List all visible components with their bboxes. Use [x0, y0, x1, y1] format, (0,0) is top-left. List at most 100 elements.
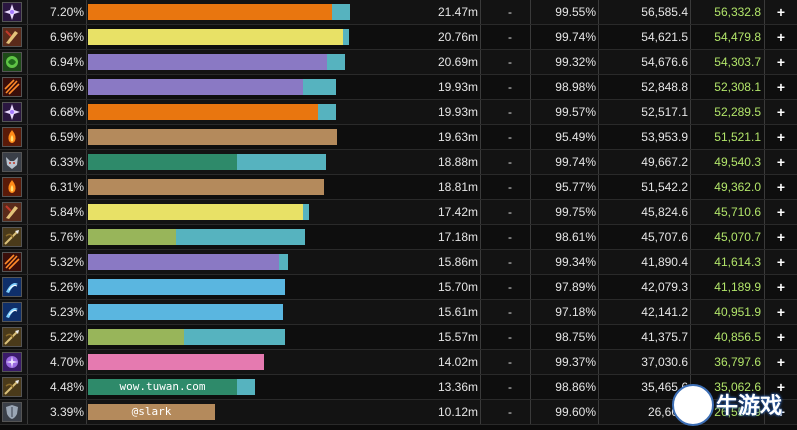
table-row[interactable]: 6.69% 19.93m - 98.98% 52,848.8 52,308.1 + [0, 75, 797, 100]
column-divider [480, 300, 481, 324]
table-row[interactable]: 6.33% 18.88m - 99.74% 49,667.2 49,540.3 + [0, 150, 797, 175]
accuracy-value: 95.77% [555, 180, 596, 194]
table-row[interactable]: 4.48% wow.tuwan.com 13.36m - 98.86% 35,465.6 3… [0, 375, 797, 400]
expand-button[interactable]: + [776, 29, 786, 45]
table-row[interactable]: 5.22% 15.57m - 98.75% 41,375.7 40,856.5 + [0, 325, 797, 350]
expand-button[interactable]: + [776, 4, 786, 20]
hunter-icon [2, 327, 22, 347]
table-row[interactable]: 5.84% 17.42m - 99.75% 45,824.6 45,710.6 + [0, 200, 797, 225]
bar-track [88, 104, 388, 120]
primary-bar [88, 354, 264, 370]
primary-bar [88, 79, 303, 95]
bar-track [88, 79, 388, 95]
table-row[interactable]: 3.39% @slark 10.12m - 99.60% 26,661. 26,554.9 + [0, 400, 797, 425]
amount-value: 13.36m [437, 380, 478, 394]
primary-bar [88, 104, 318, 120]
column-divider [598, 125, 599, 149]
column-divider [480, 375, 481, 399]
table-row[interactable]: 5.76% 17.18m - 98.61% 45,707.6 45,070.7 + [0, 225, 797, 250]
table-row[interactable]: 5.26% 15.70m - 97.89% 42,079.3 41,189.9 + [0, 275, 797, 300]
table-row[interactable]: 4.70% 14.02m - 99.37% 37,030.6 36,797.6 + [0, 350, 797, 375]
dash-value: - [508, 280, 512, 294]
expand-button[interactable]: + [776, 379, 786, 395]
column-divider [690, 300, 691, 324]
icon-cell [0, 275, 27, 299]
effective-per-second-value: 45,070.7 [714, 230, 761, 244]
percent-value: 6.94% [49, 55, 84, 69]
table-row[interactable]: 5.23% 15.61m - 97.18% 42,141.2 40,951.9 + [0, 300, 797, 325]
column-divider [598, 175, 599, 199]
per-second-value: 26,661. [647, 405, 688, 419]
column-divider [598, 100, 599, 124]
expand-button[interactable]: + [776, 354, 786, 370]
expand-button[interactable]: + [776, 229, 786, 245]
dash-value: - [508, 130, 512, 144]
dash-value: - [508, 30, 512, 44]
column-divider [480, 325, 481, 349]
column-divider [27, 400, 28, 424]
primary-bar [88, 404, 215, 420]
dash-value: - [508, 255, 512, 269]
column-divider [690, 100, 691, 124]
table-row[interactable]: 6.94% 20.69m - 99.32% 54,676.6 54,303.7 + [0, 50, 797, 75]
table-row[interactable]: 6.59% 19.63m - 95.49% 53,953.9 51,521.1 + [0, 125, 797, 150]
secondary-bar [237, 379, 255, 395]
column-divider [690, 400, 691, 424]
column-divider [27, 25, 28, 49]
expand-button[interactable]: + [776, 54, 786, 70]
expand-button[interactable]: + [776, 154, 786, 170]
expand-button[interactable]: + [776, 179, 786, 195]
expand-button[interactable]: + [776, 79, 786, 95]
column-divider [480, 350, 481, 374]
percent-value: 3.39% [49, 405, 84, 419]
table-row[interactable]: 7.20% 21.47m - 99.55% 56,585.4 56,332.8 + [0, 0, 797, 25]
icon-cell [0, 200, 27, 224]
bar-track [88, 204, 388, 220]
column-divider [690, 175, 691, 199]
accuracy-value: 98.61% [555, 230, 596, 244]
icon-cell [0, 225, 27, 249]
expand-button[interactable]: + [776, 254, 786, 270]
accuracy-value: 99.60% [555, 405, 596, 419]
accuracy-value: 99.75% [555, 205, 596, 219]
expand-button[interactable]: + [776, 404, 786, 420]
amount-value: 10.12m [437, 405, 478, 419]
accuracy-value: 95.49% [555, 130, 596, 144]
expand-button[interactable]: + [776, 329, 786, 345]
table-row[interactable]: 6.96% 20.76m - 99.74% 54,621.5 54,479.8 + [0, 25, 797, 50]
void-icon [2, 2, 22, 22]
expand-button[interactable]: + [776, 279, 786, 295]
frost-icon [2, 302, 22, 322]
dash-value: - [508, 405, 512, 419]
column-divider [764, 125, 765, 149]
expand-button[interactable]: + [776, 304, 786, 320]
column-divider [480, 25, 481, 49]
column-divider [530, 225, 531, 249]
amount-value: 14.02m [437, 355, 478, 369]
column-divider [764, 50, 765, 74]
primary-bar [88, 54, 327, 70]
effective-per-second-value: 49,362.0 [714, 180, 761, 194]
per-second-value: 35,465.6 [641, 380, 688, 394]
table-row[interactable]: 6.68% 19.93m - 99.57% 52,517.1 52,289.5 + [0, 100, 797, 125]
icon-cell [0, 25, 27, 49]
column-divider [86, 250, 87, 274]
bar-track [88, 4, 388, 20]
column-divider [598, 250, 599, 274]
column-divider [480, 175, 481, 199]
bar-track [88, 129, 388, 145]
expand-button[interactable]: + [776, 129, 786, 145]
bar-track [88, 329, 388, 345]
column-divider [530, 400, 531, 424]
accuracy-value: 97.18% [555, 305, 596, 319]
column-divider [480, 75, 481, 99]
column-divider [480, 0, 481, 24]
bar-track [88, 304, 388, 320]
table-row[interactable]: 5.32% 15.86m - 99.34% 41,890.4 41,614.3 + [0, 250, 797, 275]
percent-value: 6.96% [49, 30, 84, 44]
table-row[interactable]: 6.31% 18.81m - 95.77% 51,542.2 49,362.0 + [0, 175, 797, 200]
expand-button[interactable]: + [776, 204, 786, 220]
column-divider [764, 150, 765, 174]
expand-button[interactable]: + [776, 104, 786, 120]
column-divider [27, 375, 28, 399]
